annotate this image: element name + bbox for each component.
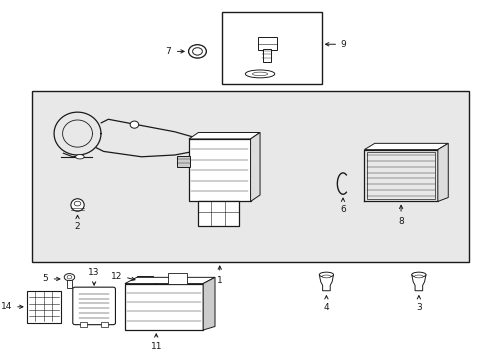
Text: 11: 11: [150, 342, 162, 351]
Bar: [27, 291, 61, 323]
Text: 3: 3: [415, 302, 421, 311]
Text: 9: 9: [340, 40, 346, 49]
Text: 8: 8: [397, 217, 403, 226]
Text: 10: 10: [302, 69, 314, 78]
Text: 7: 7: [165, 47, 171, 56]
Ellipse shape: [319, 272, 333, 277]
Polygon shape: [188, 132, 260, 139]
Text: 14: 14: [1, 302, 13, 311]
Bar: [177, 156, 190, 167]
Ellipse shape: [130, 121, 139, 128]
Polygon shape: [364, 143, 447, 150]
Ellipse shape: [188, 45, 206, 58]
Polygon shape: [437, 143, 447, 202]
Text: 5: 5: [42, 274, 48, 283]
Polygon shape: [319, 275, 333, 291]
Bar: [257, 37, 276, 50]
Bar: [137, 276, 153, 284]
Bar: [222, 12, 321, 84]
Polygon shape: [203, 277, 215, 330]
Ellipse shape: [67, 275, 72, 279]
Ellipse shape: [252, 72, 267, 76]
Ellipse shape: [414, 275, 422, 278]
Ellipse shape: [322, 275, 330, 278]
Polygon shape: [124, 277, 215, 284]
Ellipse shape: [74, 201, 81, 206]
Bar: [167, 273, 186, 284]
Bar: [188, 139, 250, 202]
Ellipse shape: [64, 274, 75, 281]
Polygon shape: [411, 275, 425, 291]
Ellipse shape: [76, 155, 84, 159]
Ellipse shape: [245, 70, 274, 78]
Polygon shape: [250, 132, 260, 202]
Text: 12: 12: [111, 272, 122, 281]
Bar: [67, 280, 72, 288]
Ellipse shape: [411, 272, 425, 277]
Text: 4: 4: [323, 302, 328, 311]
Ellipse shape: [192, 48, 202, 55]
Text: 2: 2: [75, 222, 80, 231]
Text: 13: 13: [88, 268, 100, 277]
Bar: [101, 322, 108, 327]
Bar: [32, 91, 468, 262]
Text: 1: 1: [217, 276, 222, 285]
Bar: [153, 278, 158, 283]
Bar: [80, 322, 87, 327]
Bar: [198, 202, 238, 226]
Bar: [366, 152, 434, 199]
Text: 6: 6: [340, 205, 345, 214]
Bar: [124, 284, 203, 330]
Bar: [263, 49, 270, 62]
FancyBboxPatch shape: [73, 287, 115, 325]
Ellipse shape: [71, 199, 84, 211]
